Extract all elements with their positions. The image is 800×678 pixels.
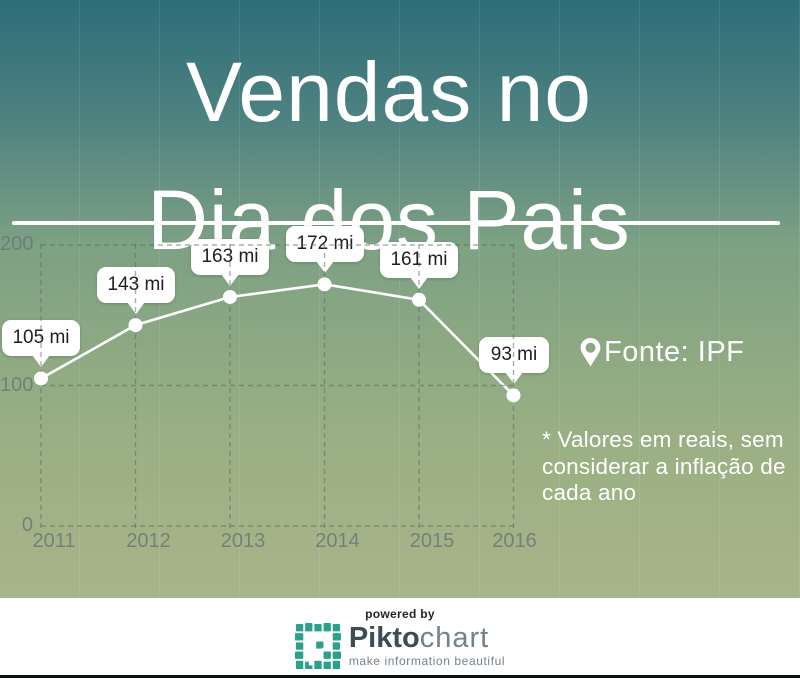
powered-by-label: powered by: [365, 607, 435, 621]
data-point-bubble-2012: 143 mi: [97, 267, 175, 314]
x-axis-tick-2015: 2015: [409, 530, 455, 552]
title-line-1: Vendas no: [185, 45, 593, 139]
y-axis-tick-0: 0: [21, 514, 33, 536]
x-axis-tick-2014: 2014: [315, 530, 360, 552]
data-point-bubble-2011: 105 mi: [2, 320, 80, 367]
x-axis-tick-2016: 2016: [492, 530, 537, 552]
y-axis-tick-200: 200: [0, 233, 34, 255]
data-point-bubble-2013: 163 mi: [191, 239, 269, 286]
brand-tagline: make information beautiful: [348, 654, 506, 668]
piktochart-link[interactable]: Piktochart make information beautiful: [294, 622, 506, 670]
source-label: Fonte: IPF: [578, 336, 744, 369]
bottom-border-bar: [0, 675, 800, 678]
piktochart-logo-icon: [294, 623, 341, 670]
brand-name-bold: Pikto: [348, 622, 420, 654]
source-text: Fonte: IPF: [604, 336, 745, 368]
x-axis-tick-2011: 2011: [32, 530, 76, 552]
data-point-bubble-2015: 161 mi: [380, 242, 458, 289]
piktochart-footer: powered by: [0, 598, 800, 675]
brand-name: Piktochart: [348, 622, 505, 654]
x-axis-tick-2012: 2012: [126, 530, 171, 552]
piktochart-wordmark: Piktochart make information beautiful: [348, 622, 506, 669]
data-point-bubble-2014: 172 mi: [286, 226, 364, 273]
data-point-bubble-2016: 93 mi: [479, 337, 549, 384]
brand-name-light: chart: [419, 622, 490, 654]
location-pin-icon: [580, 338, 601, 367]
y-axis-tick-100: 100: [0, 373, 34, 396]
title-separator: [12, 221, 780, 225]
footnote: * Valores em reais, sem considerar a inf…: [542, 427, 786, 505]
x-axis-tick-2013: 2013: [220, 530, 266, 552]
